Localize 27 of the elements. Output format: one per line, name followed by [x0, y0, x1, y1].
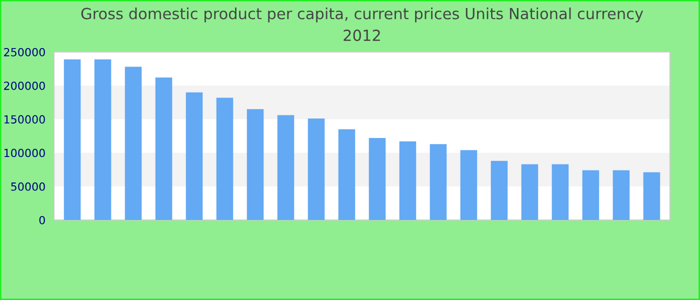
- bar: [430, 144, 447, 220]
- bar: [643, 172, 660, 220]
- y-tick-label: 100000: [4, 148, 45, 158]
- bar: [582, 170, 600, 220]
- bar: [246, 109, 264, 220]
- bar: [124, 66, 142, 220]
- bar: [368, 138, 386, 220]
- y-tick-label: 200000: [4, 82, 45, 90]
- bar: [94, 59, 112, 220]
- bar: [64, 59, 81, 220]
- bar: [490, 160, 508, 220]
- y-tick-label: 250000: [4, 48, 45, 56]
- bar: [552, 164, 569, 220]
- bar: [216, 98, 234, 220]
- bar: [155, 78, 172, 220]
- bar: [460, 150, 478, 220]
- bar: [612, 170, 630, 220]
- bar: [399, 141, 416, 220]
- y-tick-label: 0: [39, 216, 45, 224]
- y-tick-label: 150000: [4, 115, 45, 124]
- bar: [521, 164, 538, 220]
- bar: [186, 92, 203, 220]
- bar: [308, 118, 325, 220]
- bar: [338, 129, 356, 220]
- bar: [277, 115, 294, 220]
- y-tick-label: 50000: [11, 182, 45, 191]
- chart-title: Gross domestic product per capita, current prices Units National currency 2012: [81, 8, 644, 42]
